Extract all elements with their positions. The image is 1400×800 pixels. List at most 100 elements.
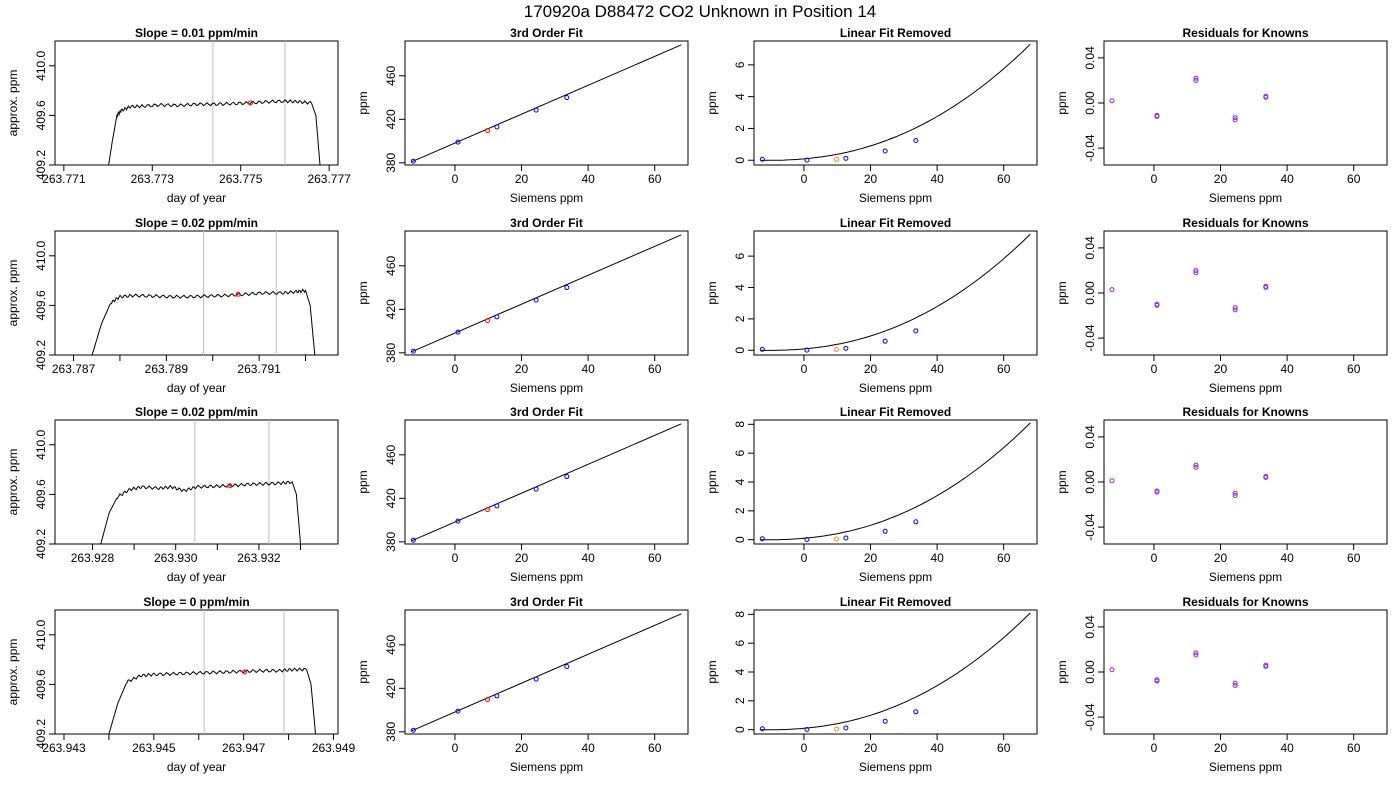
y-tick-label: 420 [384, 109, 398, 129]
panel-title: Linear Fit Removed [840, 595, 951, 609]
residuals-panel: Residuals for Knowns 0 20 40 60 -0.04 0.00 0.04… [1055, 595, 1388, 774]
x-tick-label: 60 [1347, 551, 1361, 565]
concentration-trace [100, 480, 301, 544]
x-tick-label: 0 [452, 362, 459, 376]
unknown-point [834, 726, 840, 732]
x-tick-label: 263.791 [237, 362, 281, 376]
standard-point [759, 726, 765, 732]
residual-point [1109, 667, 1115, 673]
third-order-fit-panel: 3rd Order Fit 0 20 40 60 380 420 460 Siemens ppm… [356, 216, 689, 395]
y-tick-label: 380 [384, 152, 398, 172]
x-tick-label: 20 [864, 551, 878, 565]
y-tick-label: 8 [733, 611, 747, 618]
unknown-point [834, 536, 840, 542]
standard-point [455, 139, 461, 145]
linear-fit-removed-panel: Linear Fit Removed 0 20 40 60 0 2 4 6 Siemens ppm… [705, 26, 1038, 205]
y-axis-label: approx. ppm [6, 449, 20, 516]
y-tick-label: 0.04 [1083, 615, 1097, 639]
y-axis-label: ppm [356, 281, 370, 304]
x-axis-label: Siemens ppm [859, 760, 932, 774]
standard-point [913, 328, 919, 334]
x-tick-label: 0 [452, 741, 459, 755]
standard-point [913, 519, 919, 525]
linear-fit-removed-panel: Linear Fit Removed 0 20 40 60 0 2 4 6 Siemens ppm… [705, 216, 1038, 395]
x-tick-label: 20 [1214, 172, 1228, 186]
fit-curve [411, 234, 682, 353]
x-tick-label: 0 [1151, 741, 1158, 755]
panel-title: Slope = 0.02 ppm/min [135, 405, 258, 419]
y-axis-label: approx. ppm [6, 260, 20, 327]
panel-title: Linear Fit Removed [840, 26, 951, 40]
x-axis-label: Siemens ppm [510, 570, 583, 584]
y-tick-label: 420 [384, 678, 398, 698]
residual-curve [760, 422, 1031, 541]
x-axis-label: day of year [167, 381, 226, 395]
residual-point [1154, 677, 1160, 683]
x-tick-label: 60 [648, 172, 662, 186]
y-tick-label: 420 [384, 299, 398, 319]
x-tick-label: 60 [997, 362, 1011, 376]
x-axis-label: day of year [167, 760, 226, 774]
y-tick-label: -0.04 [1083, 324, 1097, 352]
mean-marker [235, 291, 241, 297]
x-tick-label: 20 [1214, 362, 1228, 376]
x-tick-label: 0 [1151, 172, 1158, 186]
concentration-trace [91, 288, 316, 355]
x-tick-label: 263.945 [132, 741, 176, 755]
mean-marker [247, 100, 253, 106]
residual-point [1232, 490, 1238, 496]
panel-title: Linear Fit Removed [840, 405, 951, 419]
y-tick-label: 0 [733, 726, 747, 733]
x-tick-label: 0 [801, 741, 808, 755]
plot-frame [404, 609, 689, 735]
x-tick-label: 20 [515, 172, 529, 186]
concentration-trace [108, 99, 321, 165]
residual-point [1154, 301, 1160, 307]
unknown-point [485, 507, 491, 513]
residual-curve [760, 233, 1031, 351]
time-series-panel: Slope = 0.01 ppm/min 263.771 263.773 263.77… [6, 26, 351, 205]
y-tick-label: 380 [384, 721, 398, 741]
y-axis-label: ppm [1055, 91, 1069, 114]
y-tick-label: 380 [384, 531, 398, 551]
x-tick-label: 40 [930, 741, 944, 755]
y-tick-label: 409.6 [34, 669, 48, 699]
x-tick-label: 20 [515, 362, 529, 376]
standard-point [843, 155, 849, 161]
x-tick-label: 20 [864, 172, 878, 186]
panel-title: Residuals for Knowns [1182, 595, 1308, 609]
x-tick-label: 263.928 [71, 551, 115, 565]
standard-point [804, 727, 810, 733]
y-tick-label: 380 [384, 342, 398, 362]
y-axis-label: approx. ppm [6, 70, 20, 137]
standard-point [843, 345, 849, 351]
standard-point [759, 536, 765, 542]
plot-frame [1103, 40, 1388, 166]
x-axis-label: day of year [167, 191, 226, 205]
y-tick-label: 0.00 [1083, 91, 1097, 115]
standard-point [882, 148, 888, 154]
mean-marker [242, 669, 248, 675]
x-tick-label: 40 [581, 172, 595, 186]
x-tick-label: 40 [581, 551, 595, 565]
x-tick-label: 263.771 [42, 172, 86, 186]
third-order-fit-panel: 3rd Order Fit 0 20 40 60 380 420 460 Siemens ppm… [356, 595, 689, 774]
unknown-point [834, 156, 840, 162]
y-axis-label: ppm [356, 660, 370, 683]
concentration-trace [108, 667, 316, 734]
residual-point [1193, 75, 1199, 81]
plot-frame [404, 419, 689, 545]
x-tick-label: 20 [1214, 741, 1228, 755]
residual-point [1193, 464, 1199, 470]
x-tick-label: 60 [1347, 741, 1361, 755]
residual-point [1193, 652, 1199, 658]
x-tick-label: 60 [648, 362, 662, 376]
x-tick-label: 60 [997, 172, 1011, 186]
y-tick-label: 0.04 [1083, 236, 1097, 260]
x-tick-label: 20 [515, 741, 529, 755]
y-tick-label: 0 [733, 157, 747, 164]
residuals-panel: Residuals for Knowns 0 20 40 60 -0.04 0.00 0.04… [1055, 216, 1388, 395]
x-tick-label: 20 [515, 551, 529, 565]
y-tick-label: 6 [733, 640, 747, 647]
